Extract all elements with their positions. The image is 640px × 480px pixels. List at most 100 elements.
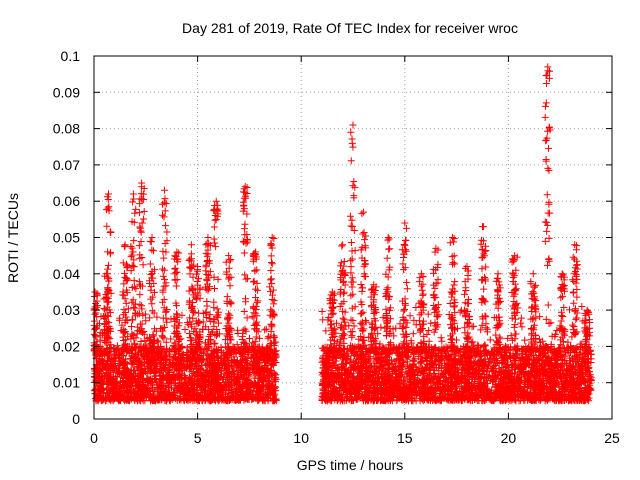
roti-point — [233, 341, 241, 349]
roti-point — [247, 387, 255, 395]
roti-point — [232, 385, 240, 393]
roti-point — [205, 357, 213, 365]
roti-point — [107, 384, 115, 392]
roti-point — [258, 366, 266, 374]
roti-point — [109, 363, 117, 371]
roti-point — [536, 313, 544, 321]
roti-point — [136, 383, 144, 391]
roti-point — [100, 374, 108, 382]
roti-point — [542, 315, 550, 323]
roti-point — [166, 368, 174, 376]
roti-point — [242, 376, 250, 384]
roti-point — [236, 347, 244, 355]
roti-point — [240, 381, 248, 389]
roti-point — [202, 376, 210, 384]
roti-point — [128, 323, 136, 331]
roti-point — [167, 378, 175, 386]
roti-point — [438, 337, 446, 345]
roti-point — [194, 372, 202, 380]
roti-point — [197, 365, 205, 373]
roti-point — [272, 383, 280, 391]
roti-point — [100, 358, 108, 366]
roti-point — [186, 360, 194, 368]
roti-point — [228, 385, 236, 393]
roti-point — [226, 389, 234, 397]
roti-point — [174, 367, 182, 375]
roti-point — [265, 382, 273, 390]
roti-point — [198, 349, 206, 357]
roti-point — [217, 384, 225, 392]
roti-point — [237, 368, 245, 376]
roti-point — [175, 360, 183, 368]
roti-point — [236, 375, 244, 383]
roti-point — [134, 366, 142, 374]
roti-point — [264, 332, 272, 340]
roti-point — [155, 382, 163, 390]
roti-point — [262, 325, 270, 333]
roti-point — [145, 359, 153, 367]
roti-point — [183, 365, 191, 373]
roti-point — [243, 393, 251, 401]
roti-point — [239, 389, 247, 397]
roti-point — [116, 357, 124, 365]
roti-point — [178, 355, 186, 363]
roti-point — [261, 362, 269, 370]
roti-point — [154, 385, 162, 393]
roti-point — [239, 353, 247, 361]
roti-point — [215, 396, 223, 404]
roti-point — [163, 395, 171, 403]
roti-point — [172, 394, 180, 402]
roti-point — [152, 365, 160, 373]
roti-point — [237, 359, 245, 367]
roti-point — [95, 395, 103, 403]
roti-point — [249, 364, 257, 372]
roti-point — [272, 375, 280, 383]
roti-point — [332, 319, 340, 327]
roti-point — [177, 356, 185, 364]
roti-point — [231, 396, 239, 404]
roti-point — [130, 395, 138, 403]
roti-point — [131, 393, 139, 401]
roti-point — [518, 323, 526, 331]
roti-point — [203, 367, 211, 375]
roti-point — [237, 358, 245, 366]
roti-point — [271, 390, 279, 398]
roti-point — [148, 396, 156, 404]
roti-point — [135, 357, 143, 365]
roti-point — [162, 366, 170, 374]
roti-point — [260, 377, 268, 385]
roti-point — [262, 359, 270, 367]
roti-point — [149, 386, 157, 394]
roti-point — [547, 319, 555, 327]
roti-point — [96, 350, 104, 358]
roti-point — [196, 392, 204, 400]
roti-point — [245, 369, 253, 377]
roti-point — [578, 303, 586, 311]
roti-point — [260, 367, 268, 375]
roti-point — [173, 374, 181, 382]
roti-point — [190, 353, 198, 361]
roti-point — [171, 381, 179, 389]
roti-point — [114, 367, 122, 375]
roti-point — [179, 351, 187, 359]
roti-point — [94, 360, 102, 368]
roti-point — [194, 396, 202, 404]
roti-point — [268, 360, 276, 368]
roti-point — [242, 357, 250, 365]
roti-point — [254, 381, 262, 389]
roti-point — [254, 396, 262, 404]
roti-point — [272, 395, 280, 403]
roti-point — [205, 381, 213, 389]
roti-point — [95, 349, 103, 357]
roti-point — [203, 394, 211, 402]
roti-point — [196, 379, 204, 387]
roti-point — [517, 314, 525, 322]
roti-point — [220, 374, 228, 382]
roti-point — [99, 377, 107, 385]
roti-point — [110, 378, 118, 386]
roti-point — [146, 390, 154, 398]
roti-point — [117, 384, 125, 392]
roti-point — [137, 338, 145, 346]
roti-point — [231, 359, 239, 367]
